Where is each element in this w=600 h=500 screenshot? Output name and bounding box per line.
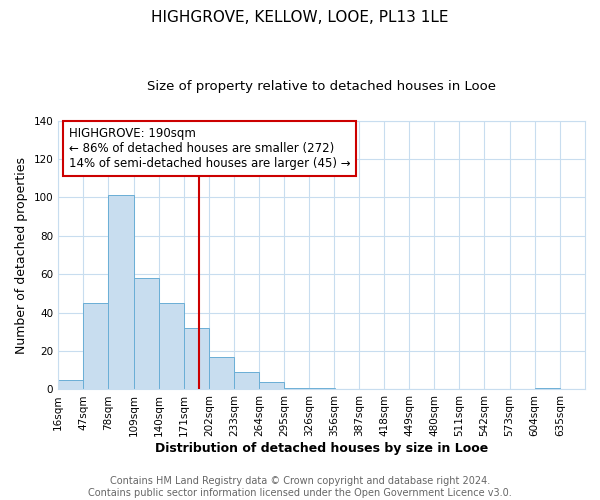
X-axis label: Distribution of detached houses by size in Looe: Distribution of detached houses by size … bbox=[155, 442, 488, 455]
Bar bbox=[158, 303, 184, 390]
Y-axis label: Number of detached properties: Number of detached properties bbox=[15, 156, 28, 354]
Text: HIGHGROVE, KELLOW, LOOE, PL13 1LE: HIGHGROVE, KELLOW, LOOE, PL13 1LE bbox=[151, 10, 449, 25]
Bar bbox=[109, 196, 134, 390]
Text: HIGHGROVE: 190sqm
← 86% of detached houses are smaller (272)
14% of semi-detache: HIGHGROVE: 190sqm ← 86% of detached hous… bbox=[69, 128, 350, 170]
Bar bbox=[284, 388, 310, 390]
Bar bbox=[83, 303, 109, 390]
Bar bbox=[184, 328, 209, 390]
Bar bbox=[209, 357, 234, 390]
Bar bbox=[134, 278, 158, 390]
Title: Size of property relative to detached houses in Looe: Size of property relative to detached ho… bbox=[147, 80, 496, 93]
Bar bbox=[310, 388, 335, 390]
Bar bbox=[535, 388, 560, 390]
Bar bbox=[58, 380, 83, 390]
Bar bbox=[259, 382, 284, 390]
Text: Contains HM Land Registry data © Crown copyright and database right 2024.
Contai: Contains HM Land Registry data © Crown c… bbox=[88, 476, 512, 498]
Bar bbox=[234, 372, 259, 390]
